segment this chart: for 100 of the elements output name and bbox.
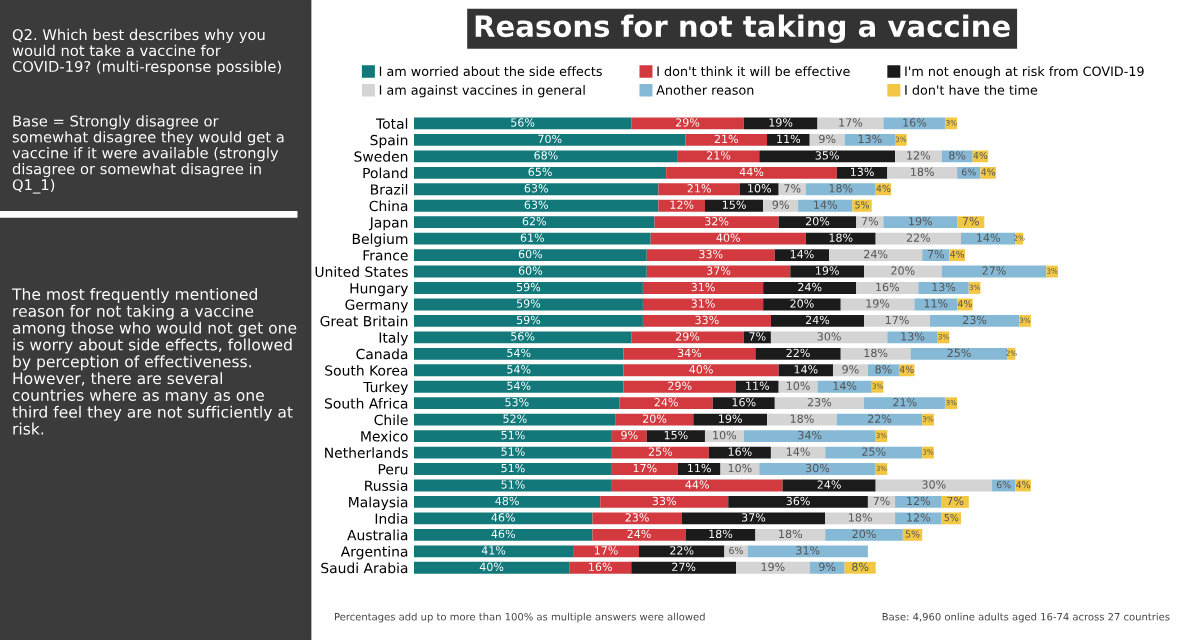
bar — [414, 265, 647, 278]
bar — [778, 183, 806, 196]
bar — [414, 150, 678, 163]
bar — [704, 199, 764, 212]
bar — [414, 512, 593, 525]
bar — [809, 561, 845, 574]
bar — [728, 496, 868, 508]
bar — [840, 347, 911, 360]
bar — [836, 413, 923, 426]
bar — [414, 331, 632, 344]
bar — [774, 249, 830, 262]
bar — [642, 314, 771, 327]
bar — [414, 133, 686, 146]
bar — [887, 166, 958, 179]
bar — [747, 545, 868, 558]
bar — [658, 199, 705, 212]
bar — [414, 397, 620, 410]
bar — [414, 347, 624, 360]
bar — [778, 364, 833, 377]
bar — [414, 199, 659, 212]
bar — [825, 512, 896, 525]
bar — [623, 364, 779, 377]
bar — [414, 314, 643, 327]
bar — [414, 364, 624, 377]
bar — [414, 380, 624, 393]
bar — [922, 413, 934, 426]
bar — [414, 561, 570, 574]
bar — [883, 216, 958, 229]
bar — [856, 282, 919, 294]
bar — [856, 216, 884, 229]
bar — [592, 528, 686, 541]
bar — [817, 380, 872, 393]
bar — [887, 331, 938, 344]
bar — [836, 166, 888, 179]
bar — [619, 397, 713, 410]
bar — [650, 232, 806, 245]
bar — [704, 430, 744, 443]
bar — [693, 413, 768, 426]
bar — [910, 347, 1008, 360]
bar — [929, 314, 1020, 327]
bar — [763, 282, 857, 294]
bar — [798, 199, 853, 212]
bar — [414, 413, 616, 426]
bar — [832, 364, 868, 377]
bar — [646, 249, 775, 262]
bar — [631, 561, 736, 574]
bar — [805, 232, 876, 245]
bar — [654, 216, 779, 229]
bar — [805, 183, 876, 196]
bar — [739, 183, 779, 196]
bar — [623, 380, 736, 393]
bar — [770, 331, 888, 344]
bar — [895, 512, 942, 525]
bar — [778, 216, 857, 229]
bar — [681, 512, 826, 525]
bar — [569, 561, 632, 574]
bar — [825, 528, 903, 541]
bar — [712, 397, 775, 410]
bar — [864, 314, 930, 327]
bar — [770, 314, 865, 327]
bar — [809, 133, 845, 146]
bar — [631, 331, 744, 344]
bar — [414, 249, 647, 262]
bar — [615, 413, 694, 426]
bar — [666, 166, 837, 179]
bar — [611, 479, 783, 492]
bar — [864, 397, 946, 410]
bar — [414, 183, 659, 196]
bar — [767, 413, 837, 426]
bar — [414, 430, 612, 443]
bar — [414, 298, 643, 311]
bar — [685, 133, 768, 146]
bar — [623, 347, 756, 360]
bar — [829, 249, 923, 262]
bar — [724, 545, 748, 558]
bar — [895, 133, 907, 146]
bar — [414, 282, 643, 294]
bar — [658, 183, 740, 196]
bar — [895, 496, 942, 508]
bar — [600, 496, 729, 508]
bar — [611, 430, 647, 443]
bar — [736, 380, 779, 393]
bar — [414, 545, 574, 558]
bar — [642, 282, 764, 294]
bar — [414, 166, 667, 179]
bar — [592, 512, 682, 525]
bar — [639, 545, 725, 558]
bar — [677, 150, 760, 163]
bar — [414, 232, 651, 245]
bar — [414, 446, 612, 459]
bar — [759, 463, 876, 475]
bar — [414, 216, 655, 229]
bar — [685, 528, 756, 541]
bar — [414, 528, 593, 541]
bar — [844, 133, 896, 146]
bar — [875, 232, 962, 245]
bar — [611, 463, 678, 475]
bar — [755, 347, 841, 360]
bar — [918, 282, 969, 294]
bar — [895, 150, 942, 163]
